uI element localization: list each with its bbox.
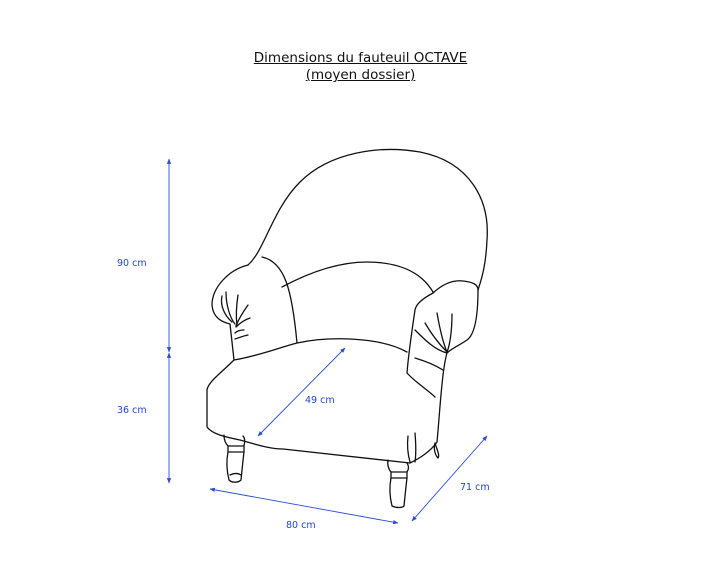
height-label: 90 cm: [117, 258, 147, 269]
width-label: 80 cm: [286, 520, 316, 531]
seat-depth-dimension-line: [257, 347, 346, 437]
diagram-subtitle: (moyen dossier): [305, 67, 416, 83]
diagram-title: Dimensions du fauteuil OCTAVE: [253, 50, 468, 66]
armchair-outline: [206, 148, 488, 509]
depth-label: 71 cm: [460, 482, 490, 493]
depth-dimension-line: [411, 435, 488, 522]
seat-height-label: 36 cm: [117, 405, 147, 416]
width-dimension-line: [209, 487, 399, 525]
seat-depth-label: 49 cm: [305, 395, 335, 406]
